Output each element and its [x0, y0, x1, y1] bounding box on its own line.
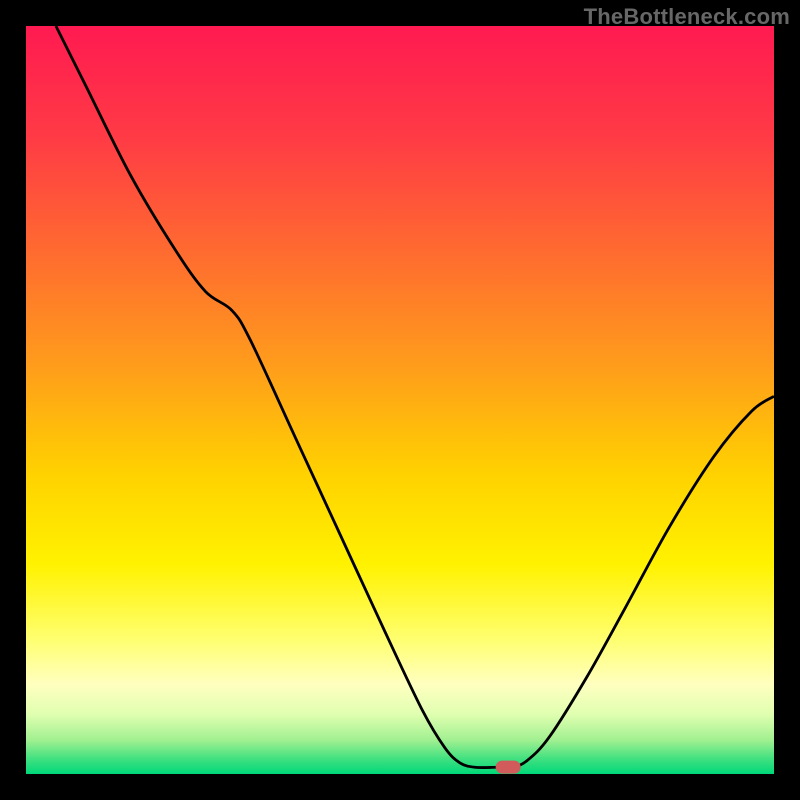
- watermark-text: TheBottleneck.com: [584, 4, 790, 30]
- chart-frame: TheBottleneck.com: [0, 0, 800, 800]
- plot-area: [26, 26, 774, 774]
- bottleneck-curve: [26, 26, 774, 774]
- optimal-point-marker: [496, 761, 521, 774]
